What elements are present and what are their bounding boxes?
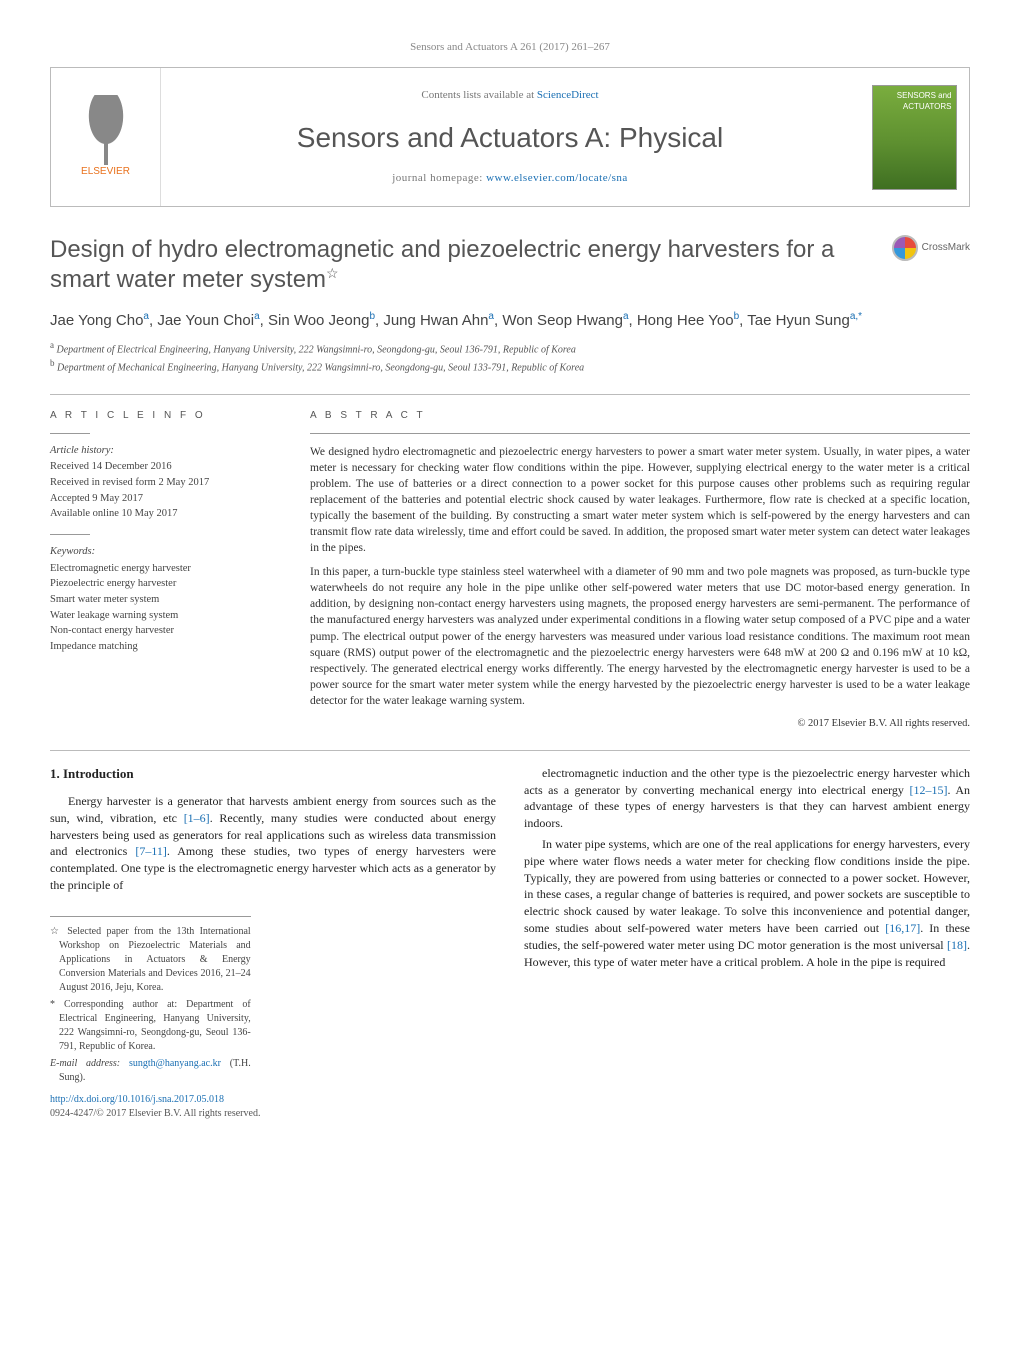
abstract-copyright: © 2017 Elsevier B.V. All rights reserved… [310, 717, 970, 732]
authors: Jae Yong Choa, Jae Youn Choia, Sin Woo J… [50, 309, 970, 333]
info-hr [50, 433, 90, 434]
keyword: Impedance matching [50, 640, 280, 655]
keywords-label: Keywords: [50, 545, 280, 560]
doi-link[interactable]: http://dx.doi.org/10.1016/j.sna.2017.05.… [50, 1094, 224, 1105]
article-info-column: a r t i c l e i n f o Article history: R… [50, 409, 280, 732]
body-paragraph: electromagnetic induction and the other … [524, 765, 970, 832]
journal-title: Sensors and Actuators A: Physical [181, 118, 839, 157]
body-column-right: electromagnetic induction and the other … [524, 765, 970, 1121]
article-title: Design of hydro electromagnetic and piez… [50, 235, 892, 295]
doi-block: http://dx.doi.org/10.1016/j.sna.2017.05.… [50, 1093, 496, 1121]
footnote-corresponding: * Corresponding author at: Department of… [50, 998, 251, 1054]
affiliations: a Department of Electrical Engineering, … [50, 339, 970, 376]
divider-bottom [50, 750, 970, 751]
affiliation-a: a Department of Electrical Engineering, … [50, 339, 970, 357]
crossmark-icon [892, 235, 918, 261]
homepage-prefix: journal homepage: [392, 172, 486, 184]
issn-copyright: 0924-4247/© 2017 Elsevier B.V. All right… [50, 1108, 260, 1119]
contents-available-line: Contents lists available at ScienceDirec… [181, 88, 839, 103]
abstract-hr [310, 433, 970, 434]
publisher-logo: ELSEVIER [51, 68, 161, 206]
sciencedirect-link[interactable]: ScienceDirect [537, 89, 599, 101]
history-line: Received 14 December 2016 [50, 460, 280, 475]
keyword: Electromagnetic energy harvester [50, 562, 280, 577]
footnotes: ☆ Selected paper from the 13th Internati… [50, 916, 251, 1085]
article-info-heading: a r t i c l e i n f o [50, 409, 280, 423]
abstract-paragraph: We designed hydro electromagnetic and pi… [310, 444, 970, 557]
footnote-star: ☆ Selected paper from the 13th Internati… [50, 925, 251, 995]
keyword: Water leakage warning system [50, 609, 280, 624]
keyword: Piezoelectric energy harvester [50, 577, 280, 592]
divider-top [50, 394, 970, 395]
info-hr-2 [50, 534, 90, 535]
article-history-label: Article history: [50, 444, 280, 459]
journal-homepage-link[interactable]: www.elsevier.com/locate/sna [486, 172, 628, 184]
header-center: Contents lists available at ScienceDirec… [161, 68, 859, 206]
journal-reference: Sensors and Actuators A 261 (2017) 261–2… [50, 40, 970, 55]
section-heading: 1. Introduction [50, 765, 496, 783]
abstract-paragraph: In this paper, a turn-buckle type stainl… [310, 564, 970, 709]
footnote-email: E-mail address: sungth@hanyang.ac.kr (T.… [50, 1057, 251, 1085]
body-paragraph: In water pipe systems, which are one of … [524, 836, 970, 970]
crossmark-label: CrossMark [922, 241, 970, 255]
corresponding-email-link[interactable]: sungth@hanyang.ac.kr [129, 1058, 221, 1069]
body-columns: 1. Introduction Energy harvester is a ge… [50, 765, 970, 1121]
title-footnote-star: ☆ [326, 265, 339, 281]
keyword: Smart water meter system [50, 593, 280, 608]
abstract-heading: a b s t r a c t [310, 409, 970, 423]
article-title-text: Design of hydro electromagnetic and piez… [50, 236, 834, 293]
body-column-left: 1. Introduction Energy harvester is a ge… [50, 765, 496, 1121]
contents-prefix: Contents lists available at [421, 89, 536, 101]
abstract-column: a b s t r a c t We designed hydro electr… [310, 409, 970, 732]
crossmark-badge[interactable]: CrossMark [892, 235, 970, 261]
cover-thumbnail: SENSORS and ACTUATORS [872, 85, 957, 190]
journal-cover: SENSORS and ACTUATORS [859, 68, 969, 206]
journal-homepage-line: journal homepage: www.elsevier.com/locat… [181, 171, 839, 186]
affiliation-b: b Department of Mechanical Engineering, … [50, 357, 970, 375]
publisher-name: ELSEVIER [81, 165, 130, 179]
history-line: Available online 10 May 2017 [50, 507, 280, 522]
journal-header: ELSEVIER Contents lists available at Sci… [50, 67, 970, 207]
body-paragraph: Energy harvester is a generator that har… [50, 793, 496, 894]
history-line: Accepted 9 May 2017 [50, 492, 280, 507]
keyword: Non-contact energy harvester [50, 624, 280, 639]
cover-text: SENSORS and ACTUATORS [897, 91, 952, 111]
elsevier-tree-icon [76, 95, 136, 165]
history-line: Received in revised form 2 May 2017 [50, 476, 280, 491]
